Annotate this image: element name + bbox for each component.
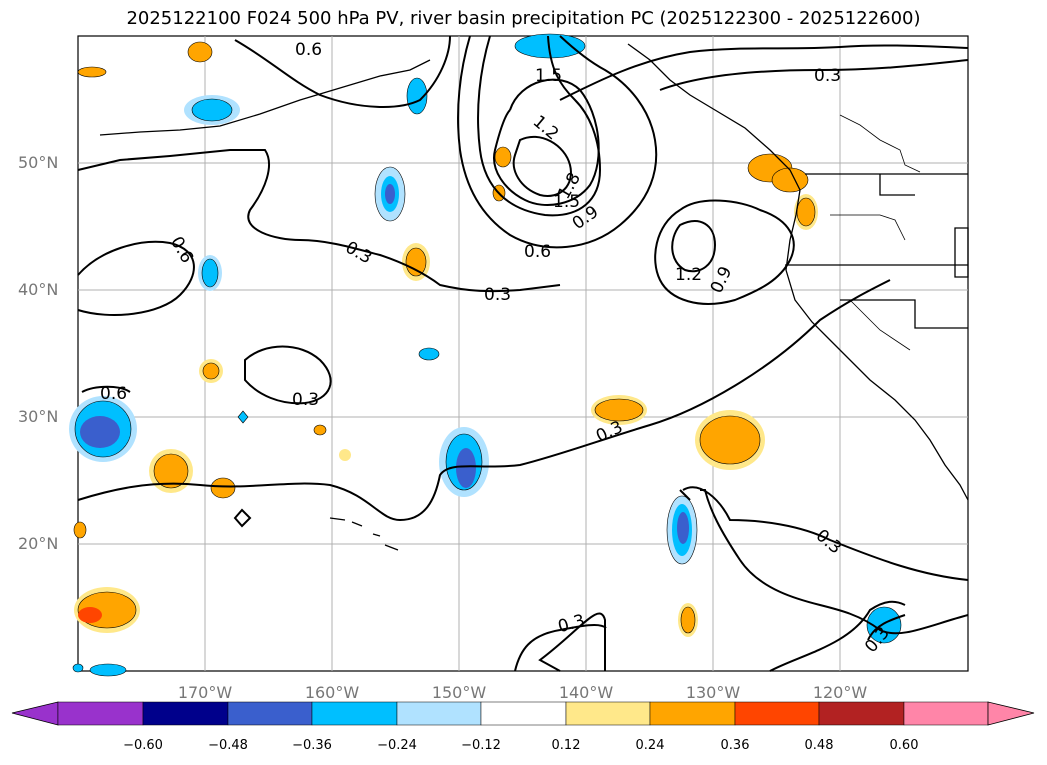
colorbar-bin [903, 701, 989, 726]
colorbar-tick: −0.48 [208, 738, 248, 753]
contour-label: 0.6 [100, 384, 128, 404]
precip-patches [69, 33, 902, 677]
lat-label: 30°N [18, 407, 59, 426]
lat-label: 40°N [18, 280, 59, 299]
contour-label: 0.6 [295, 40, 323, 60]
colorbar-bin [142, 701, 229, 726]
colorbar [11, 701, 1035, 726]
colorbar-tick: −0.36 [292, 738, 332, 753]
contour-label: 0.6 [524, 242, 552, 262]
colorbar-bin [734, 701, 820, 726]
colorbar-bin [57, 701, 144, 726]
lon-label: 120°W [812, 683, 868, 702]
pv-contours [77, 35, 969, 672]
colorbar-tick: 0.60 [889, 738, 919, 753]
colorbar-tick: 0.12 [551, 738, 581, 753]
coastlines [99, 43, 969, 551]
lon-label: 140°W [558, 683, 614, 702]
contour-label: 0.3 [484, 285, 512, 305]
colorbar-tick: −0.12 [461, 738, 501, 753]
borders [830, 114, 921, 351]
map-frame [77, 35, 969, 672]
colorbar-bin [818, 701, 905, 726]
colorbar-tick: 0.24 [635, 738, 665, 753]
colorbar-tick: −0.60 [123, 738, 163, 753]
lat-label: 50°N [18, 153, 59, 172]
contour-label: 0.3 [814, 66, 842, 86]
contour-label: 1.2 [675, 265, 703, 285]
colorbar-extend-high [987, 701, 1035, 726]
contour-label: 1.5 [535, 66, 563, 86]
colorbar-bin [565, 701, 651, 726]
lon-label: 160°W [304, 683, 360, 702]
lat-label: 20°N [18, 534, 59, 553]
colorbar-extend-low [11, 701, 59, 726]
colorbar-bin [396, 701, 482, 726]
contour-label: 1.5 [553, 192, 581, 212]
lon-label: 130°W [685, 683, 741, 702]
lon-label: 170°W [177, 683, 233, 702]
colorbar-tick: −0.24 [377, 738, 417, 753]
colorbar-tick: 0.36 [720, 738, 750, 753]
lon-label: 150°W [431, 683, 487, 702]
colorbar-bin [649, 701, 736, 726]
colorbar-bin [227, 701, 313, 726]
colorbar-bin [311, 701, 398, 726]
colorbar-bin [480, 701, 567, 726]
colorbar-tick: 0.48 [804, 738, 834, 753]
map-title: 2025122100 F024 500 hPa PV, river basin … [126, 8, 921, 29]
contour-label: 0.3 [292, 390, 320, 410]
